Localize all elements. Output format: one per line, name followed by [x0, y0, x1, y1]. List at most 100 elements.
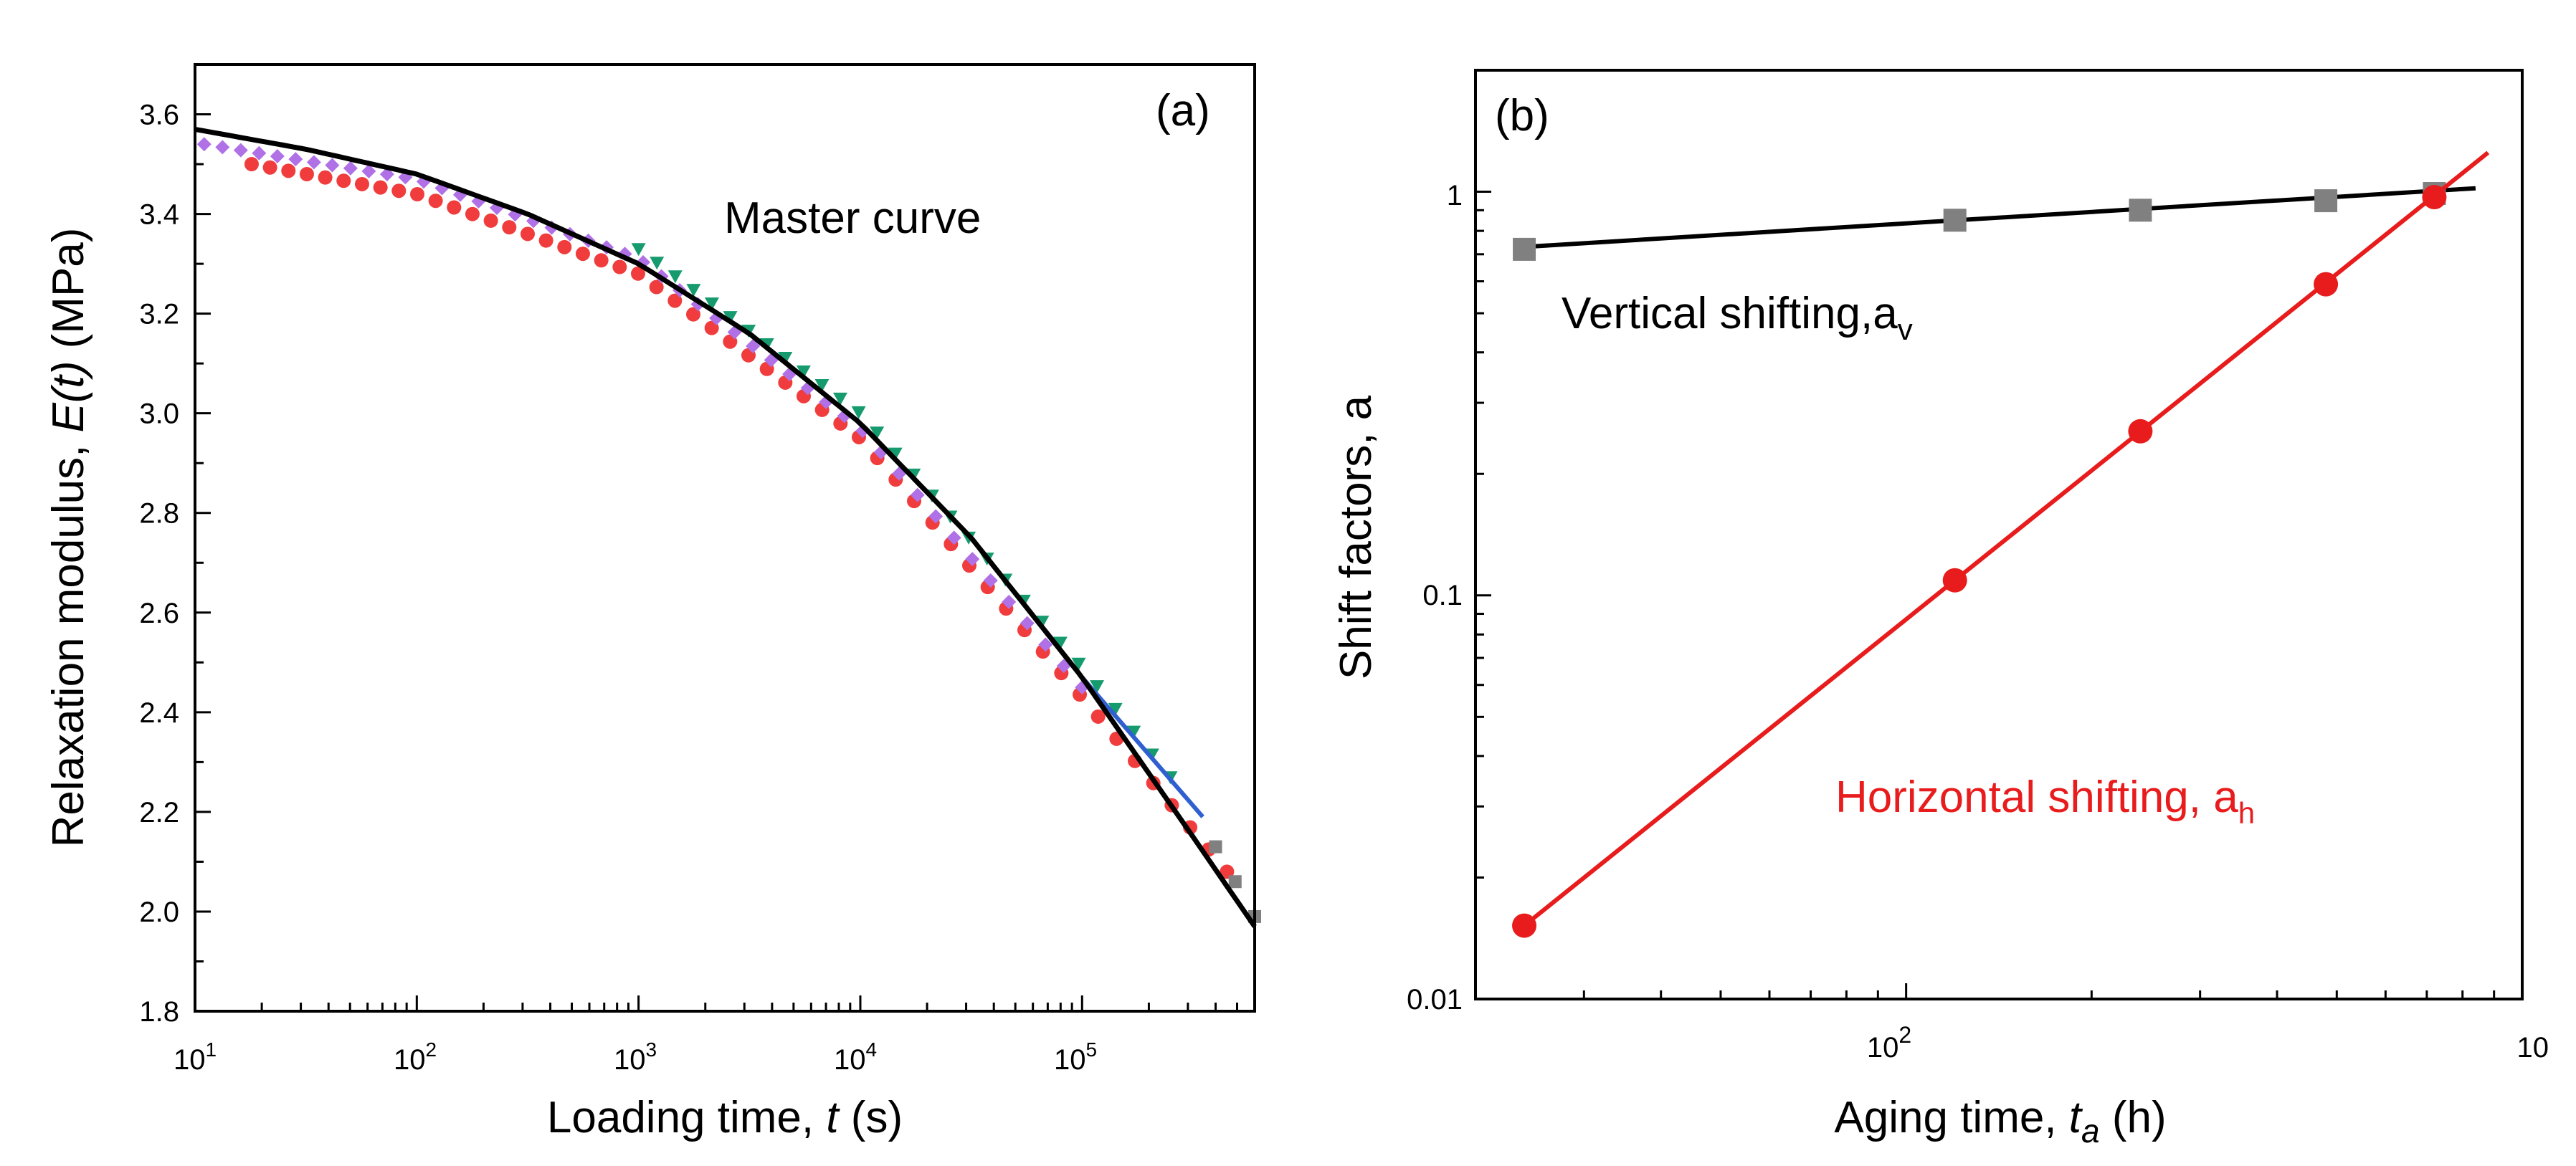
panel-a-ytick-label: 3.6: [139, 100, 179, 131]
panel-b-data-point: [2128, 419, 2153, 444]
panel-b-data-point: [1513, 237, 1536, 261]
panel-a-ytick-label: 2.6: [139, 598, 179, 629]
panel-a-data-point: [1020, 616, 1035, 631]
panel-b-ticks: [1474, 69, 2524, 1000]
panel-a-data-point: [299, 166, 314, 181]
panel-a-data-point: [1228, 875, 1242, 889]
panel-a-ytick-label: 3.0: [139, 398, 179, 430]
panel-a-data-point: [965, 552, 980, 567]
panel-b-data-point: [2129, 199, 2152, 222]
panel-a-data-point: [667, 270, 683, 284]
panel-a-xtick-label: 101: [174, 1038, 217, 1076]
panel-a-data-point: [723, 311, 738, 325]
panel-a-ytick-label: 3.4: [139, 199, 179, 231]
panel-a-data-point: [1108, 702, 1123, 716]
panel-a-data-point: [252, 145, 267, 161]
panel-a-data-point: [631, 243, 646, 257]
panel-a-data-point: [870, 426, 885, 440]
panel-a-series-line: [1080, 676, 1204, 818]
panel-a-data-point: [1002, 594, 1017, 609]
panel-a-data-point: [910, 487, 925, 502]
panel-a-frame: [194, 63, 1256, 1013]
panel-a-xtick-label: 105: [1054, 1038, 1097, 1076]
panel-a-data-point: [667, 293, 683, 308]
panel-a-data-point: [983, 573, 998, 588]
panel-a-data-point: [594, 253, 609, 268]
panel-a-data-point: [318, 170, 333, 185]
panel-a-ytick-label: 2.2: [139, 797, 179, 828]
panel-a-data-point: [1071, 657, 1086, 671]
panel-a-data-point: [557, 239, 572, 254]
panel-a-data-point: [215, 140, 230, 155]
panel-a-data-point: [281, 163, 296, 178]
panel-a-data-point: [270, 148, 285, 163]
panel-a-data-point: [483, 213, 498, 228]
panel-b-plot-area: [1512, 150, 2490, 938]
panel-a-label: (a): [1156, 86, 1210, 135]
panel-a-ytick-label: 2.0: [139, 897, 179, 928]
panel-a-data-point: [1052, 636, 1068, 650]
panel-a-data-point: [447, 200, 462, 215]
panel-b-ytick-label: 0.1: [1422, 580, 1463, 611]
panel-b-data-point: [1942, 568, 1967, 593]
panel-a-ytick-label: 3.2: [139, 299, 179, 330]
panel-a-data-point: [361, 163, 376, 178]
panel-a-data-point: [746, 339, 761, 354]
panel-b-horizontal-shifting-label: Horizontal shifting, ah: [1835, 773, 2255, 830]
panel-b-data-point: [1943, 209, 1967, 232]
panel-a-master-curve-annotation: Master curve: [724, 193, 981, 243]
panel-a-data-point: [538, 233, 553, 248]
panel-a-ytick-label: 2.4: [139, 697, 179, 729]
panel-a-data-point: [244, 157, 259, 172]
panel-b-ytick-label: 0.01: [1407, 984, 1463, 1016]
panel-a-data-point: [520, 226, 535, 242]
panel-a-data-point: [288, 152, 303, 167]
panel-a-data-point: [814, 378, 830, 392]
panel-a-data-point: [465, 206, 480, 221]
panel-a-data-point: [343, 161, 358, 176]
panel-a-data-point: [630, 266, 645, 281]
panel-a-data-point: [851, 406, 866, 419]
panel-a-data-point: [354, 176, 369, 191]
panel-a-data-point: [650, 257, 665, 270]
panel-a-data-point: [704, 297, 719, 311]
panel-b-data-point: [2314, 272, 2339, 297]
panel-b-label: (b): [1495, 91, 1549, 140]
panel-a-data-point: [888, 447, 903, 461]
panel-b-vertical-shifting-label: Vertical shifting,av: [1562, 289, 1913, 346]
panel-a-data-point: [306, 155, 321, 170]
panel-b-data-point: [2314, 189, 2338, 213]
panel-a-data-point: [1209, 840, 1222, 854]
panel-a-data-point: [262, 160, 277, 175]
panel-a-relaxation-modulus-chart: 101 102 103 104 105 1.8 2.0 2.2 2.4 2.6 2.8 3.…: [44, 63, 1261, 1142]
panel-a-data-point: [1126, 725, 1141, 739]
panel-a-y-axis-title: Relaxation modulus, E(t) (MPa): [44, 228, 93, 848]
panel-a-xtick-label: 103: [614, 1038, 657, 1076]
panel-a-data-point: [778, 352, 793, 365]
panel-b-xtick-label: 102: [1867, 1022, 1911, 1064]
panel-a-data-point: [832, 392, 847, 406]
panel-a-plot-area: [194, 126, 1261, 928]
panel-a-data-point: [704, 320, 719, 335]
panel-a-xtick-label: 102: [394, 1038, 437, 1076]
panel-a-data-point: [946, 530, 961, 545]
panel-a-ytick-labels: 1.8 2.0 2.2 2.4 2.6 2.8 3.0 3.2 3.4 3.6: [139, 100, 179, 1028]
panel-a-xtick-labels: 101 102 103 104 105: [174, 1038, 1097, 1076]
panel-a-data-point: [428, 193, 443, 209]
panel-b-shift-factors-chart: 102 10 0.01 0.1 1 Aging time, ta (h) Shi…: [1331, 69, 2549, 1150]
panel-a-ticks: [194, 63, 1256, 1013]
panel-a-ytick-label: 2.8: [139, 498, 179, 530]
panel-a-data-point: [1038, 637, 1053, 652]
panel-a-data-point: [196, 137, 212, 152]
panel-b-xtick-label: 10: [2517, 1032, 2549, 1064]
panel-b-data-point: [2422, 184, 2447, 209]
panel-a-x-axis-title: Loading time, t (s): [547, 1093, 903, 1142]
panel-a-data-point: [796, 365, 811, 378]
panel-a-data-point: [1090, 709, 1106, 724]
panel-a-data-point: [373, 180, 388, 195]
panel-a-data-point: [612, 259, 627, 274]
panel-a-data-point: [336, 173, 351, 188]
panel-a-data-point: [409, 187, 424, 202]
panel-a-data-point: [325, 158, 340, 173]
